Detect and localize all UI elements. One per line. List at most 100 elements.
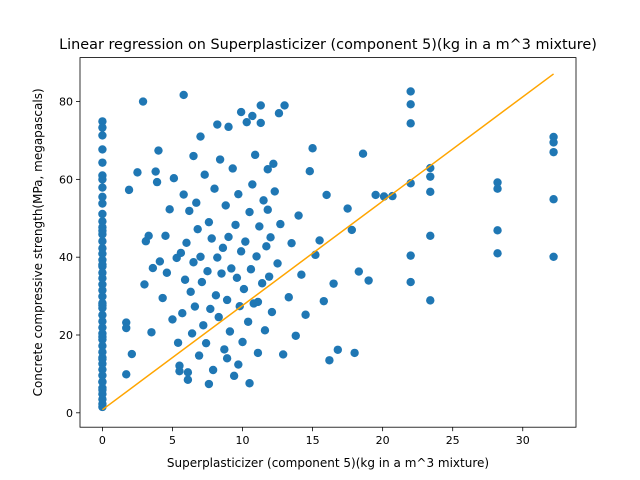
data-point <box>276 219 285 229</box>
data-point <box>151 167 160 176</box>
data-point <box>294 211 303 220</box>
data-point <box>308 144 317 153</box>
data-point <box>426 163 435 173</box>
data-point <box>214 312 223 322</box>
data-point <box>549 147 558 157</box>
data-point <box>238 337 247 347</box>
data-point <box>228 164 237 173</box>
data-point <box>426 187 435 197</box>
data-point <box>284 293 293 302</box>
y-tick-label: 80 <box>59 96 73 109</box>
y-axis-label: Concrete compressive strength(MPa, megap… <box>31 88 45 396</box>
data-point <box>199 321 208 330</box>
data-point <box>98 354 107 364</box>
data-point <box>245 379 254 388</box>
data-point <box>138 97 148 106</box>
data-point <box>206 304 215 314</box>
data-point <box>262 242 271 251</box>
data-point <box>267 307 277 317</box>
data-point <box>98 260 107 269</box>
data-point <box>426 296 435 305</box>
data-point <box>147 328 156 337</box>
data-point <box>549 195 558 204</box>
data-point <box>225 327 235 336</box>
data-point <box>176 248 186 258</box>
data-point <box>358 149 368 158</box>
data-point <box>236 247 246 256</box>
data-point <box>203 266 212 276</box>
data-point <box>224 122 233 132</box>
data-point <box>263 165 272 174</box>
data-point <box>148 263 158 273</box>
data-point <box>243 317 253 326</box>
data-point <box>426 231 435 240</box>
data-point <box>231 220 240 230</box>
data-point <box>98 199 107 208</box>
regression-line-group <box>101 73 555 411</box>
data-point <box>98 317 107 326</box>
data-point <box>179 190 188 199</box>
data-point <box>208 365 218 375</box>
data-point <box>189 151 198 161</box>
data-point <box>388 191 397 201</box>
data-point <box>493 178 502 187</box>
data-point <box>194 351 204 360</box>
data-point <box>245 207 254 217</box>
data-point <box>98 323 107 332</box>
data-point <box>98 341 107 351</box>
data-point <box>213 253 222 262</box>
data-point <box>291 331 300 340</box>
data-point <box>201 338 211 348</box>
data-point <box>354 267 364 276</box>
data-point <box>220 345 229 354</box>
data-point <box>98 365 107 374</box>
x-tick-label: 10 <box>236 434 250 447</box>
data-point <box>179 90 188 100</box>
x-tick-label: 15 <box>306 434 320 447</box>
x-tick-label: 5 <box>169 434 176 447</box>
data-point <box>248 180 257 189</box>
data-point <box>229 371 239 381</box>
data-point <box>406 119 415 128</box>
data-point <box>185 206 194 216</box>
data-point <box>270 187 279 196</box>
data-point <box>274 109 284 118</box>
data-point <box>236 107 246 117</box>
x-axis-label: Superplasticizer (component 5)(kg in a m… <box>167 456 489 470</box>
data-point <box>322 190 331 200</box>
data-point <box>329 279 338 288</box>
data-point <box>161 231 170 240</box>
data-point <box>224 232 233 242</box>
chart-title: Linear regression on Superplasticizer (c… <box>59 37 597 53</box>
data-point <box>549 252 558 261</box>
data-point <box>269 159 278 169</box>
data-point <box>266 233 275 242</box>
data-point <box>218 243 228 253</box>
data-point <box>98 123 107 132</box>
data-point <box>98 117 107 126</box>
data-point <box>350 348 359 358</box>
data-point <box>98 286 107 295</box>
data-point <box>140 280 149 289</box>
data-point <box>178 309 187 318</box>
data-point <box>98 217 107 226</box>
plot-frame <box>79 57 577 428</box>
data-point <box>169 174 179 183</box>
data-point <box>259 196 268 205</box>
data-point <box>493 184 502 193</box>
data-point <box>183 375 193 384</box>
data-point <box>347 225 357 235</box>
data-point <box>98 332 107 342</box>
x-tick-label: 0 <box>99 434 106 447</box>
data-points-group <box>98 87 558 412</box>
data-point <box>98 183 107 192</box>
x-axis-ticks: 0 5 10 15 20 25 30 <box>99 427 530 447</box>
data-point <box>98 292 107 301</box>
data-point <box>204 379 214 389</box>
data-point <box>144 231 153 240</box>
data-point <box>239 284 249 294</box>
data-point <box>124 185 134 195</box>
data-point <box>211 291 221 300</box>
data-point <box>190 302 200 311</box>
data-point <box>297 270 306 279</box>
